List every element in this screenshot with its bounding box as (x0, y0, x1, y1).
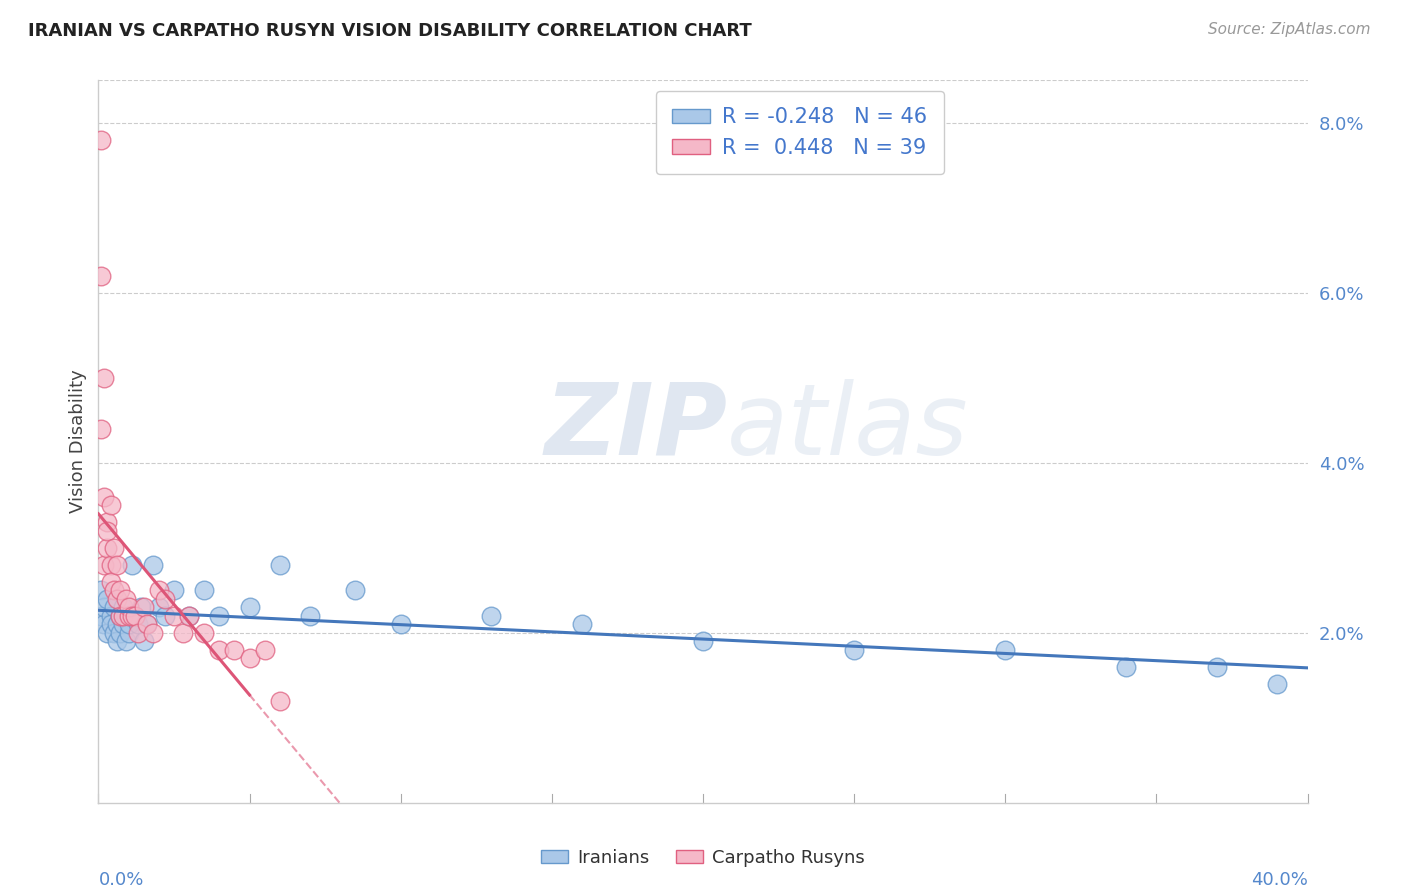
Point (111, 600, 134, 615)
Point (135, 617, 157, 632)
Point (132, 600, 155, 615)
Point (90, 133, 112, 147)
Point (100, 608, 122, 623)
Point (129, 600, 152, 615)
Point (121, 608, 143, 623)
Point (96, 541, 118, 555)
Point (105, 634, 128, 648)
Point (103, 583, 125, 598)
Point (1206, 660, 1229, 674)
Point (100, 498, 122, 512)
Point (148, 600, 170, 615)
Text: 0.0%: 0.0% (98, 871, 143, 888)
Point (142, 558, 165, 572)
Point (114, 634, 136, 648)
Point (90, 422, 112, 436)
Point (105, 558, 128, 572)
Point (118, 625, 141, 640)
Point (208, 642, 231, 657)
Point (114, 591, 136, 606)
Point (118, 617, 141, 632)
Point (90, 583, 112, 598)
Point (153, 608, 176, 623)
Point (108, 625, 131, 640)
Point (299, 608, 322, 623)
Point (994, 642, 1017, 657)
Point (108, 583, 131, 598)
Point (108, 608, 131, 623)
Point (103, 600, 125, 615)
Point (90, 268, 112, 283)
Point (93, 617, 115, 632)
Point (127, 617, 149, 632)
Point (90, 608, 112, 623)
Point (96, 524, 118, 538)
Point (124, 608, 146, 623)
Point (100, 558, 122, 572)
Point (1115, 660, 1137, 674)
Point (105, 591, 128, 606)
Point (111, 608, 134, 623)
Point (93, 558, 115, 572)
Point (111, 617, 134, 632)
Y-axis label: Vision Disability: Vision Disability (69, 369, 87, 514)
Point (118, 608, 141, 623)
Text: ZIP: ZIP (544, 378, 727, 475)
Legend: Iranians, Carpatho Rusyns: Iranians, Carpatho Rusyns (534, 842, 872, 874)
Point (571, 617, 593, 632)
Point (193, 583, 215, 598)
Text: atlas: atlas (727, 378, 969, 475)
Point (344, 583, 367, 598)
Point (103, 541, 125, 555)
Point (208, 608, 231, 623)
Point (118, 600, 141, 615)
Point (153, 591, 176, 606)
Point (93, 490, 115, 504)
Point (96, 591, 118, 606)
Point (179, 608, 201, 623)
Point (172, 625, 194, 640)
Point (163, 608, 186, 623)
Text: 40.0%: 40.0% (1251, 871, 1308, 888)
Point (93, 371, 115, 385)
Point (224, 642, 246, 657)
Point (481, 608, 503, 623)
Point (692, 634, 714, 648)
Point (105, 617, 128, 632)
Point (142, 625, 165, 640)
Point (127, 625, 149, 640)
Point (163, 583, 186, 598)
Point (193, 625, 215, 640)
Text: IRANIAN VS CARPATHO RUSYN VISION DISABILITY CORRELATION CHART: IRANIAN VS CARPATHO RUSYN VISION DISABIL… (28, 22, 752, 40)
Point (124, 608, 146, 623)
Point (269, 558, 291, 572)
Point (389, 617, 412, 632)
Point (114, 608, 136, 623)
Point (108, 608, 131, 623)
Point (239, 600, 262, 615)
Point (179, 608, 201, 623)
Point (100, 617, 122, 632)
Point (100, 574, 122, 589)
Point (269, 694, 291, 708)
Point (239, 651, 262, 665)
Point (103, 625, 125, 640)
Point (96, 625, 118, 640)
Point (96, 516, 118, 530)
Point (148, 583, 170, 598)
Text: Source: ZipAtlas.com: Source: ZipAtlas.com (1208, 22, 1371, 37)
Point (93, 600, 115, 615)
Point (844, 642, 866, 657)
Point (135, 617, 157, 632)
Point (253, 642, 276, 657)
Point (1267, 677, 1289, 691)
Point (121, 558, 143, 572)
Point (132, 634, 155, 648)
Legend: R = -0.248   N = 46, R =  0.448   N = 39: R = -0.248 N = 46, R = 0.448 N = 39 (655, 91, 943, 175)
